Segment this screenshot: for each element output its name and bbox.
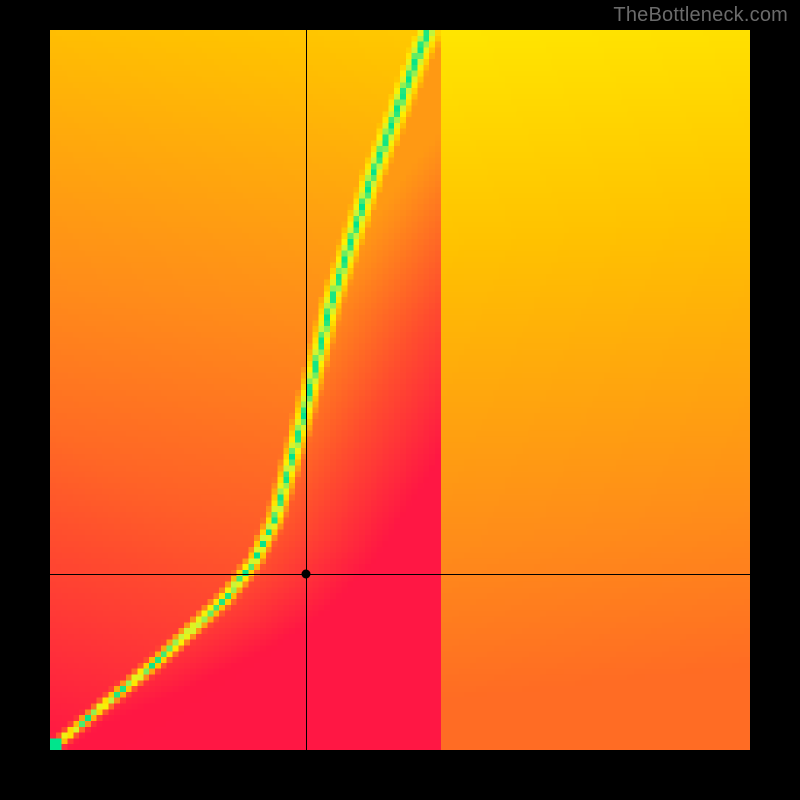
- chart-container: { "watermark": "TheBottleneck.com", "plo…: [0, 0, 800, 800]
- heatmap-canvas: [50, 30, 750, 750]
- heatmap-plot: [50, 30, 750, 750]
- watermark-text: TheBottleneck.com: [613, 4, 788, 27]
